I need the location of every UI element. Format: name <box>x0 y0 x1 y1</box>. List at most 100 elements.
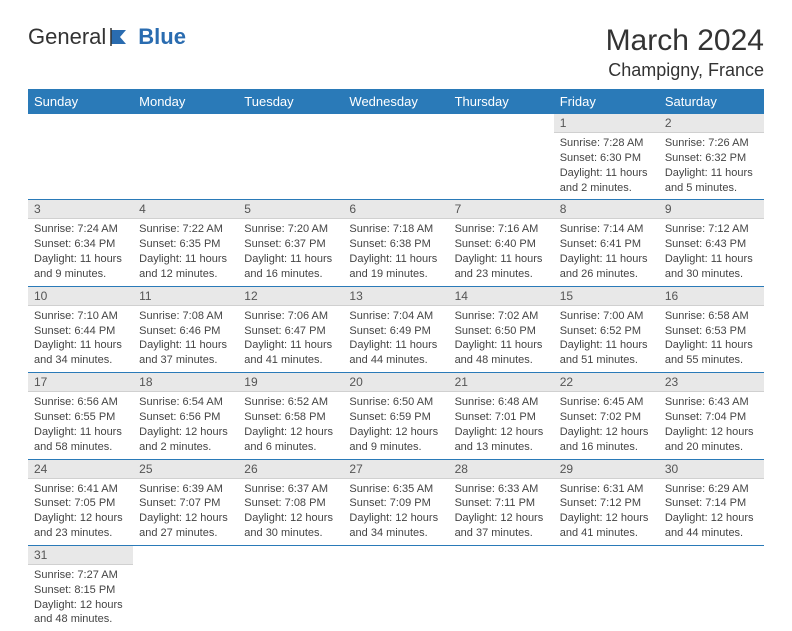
sunset-text: Sunset: 6:30 PM <box>560 151 653 166</box>
weekday-header: Saturday <box>659 89 764 114</box>
sunset-text: Sunset: 6:58 PM <box>244 410 337 425</box>
daylight-text: Daylight: 12 hours and 6 minutes. <box>244 425 337 455</box>
calendar-cell: 16Sunrise: 6:58 AMSunset: 6:53 PMDayligh… <box>659 286 764 372</box>
day-number: 12 <box>238 287 343 306</box>
calendar-table: SundayMondayTuesdayWednesdayThursdayFrid… <box>28 89 764 631</box>
calendar-cell: 31Sunrise: 7:27 AMSunset: 8:15 PMDayligh… <box>28 545 133 631</box>
day-number: 5 <box>238 200 343 219</box>
logo: General Blue <box>28 24 186 50</box>
sunset-text: Sunset: 7:14 PM <box>665 496 758 511</box>
calendar-cell: 9Sunrise: 7:12 AMSunset: 6:43 PMDaylight… <box>659 200 764 286</box>
sunrise-text: Sunrise: 7:18 AM <box>349 222 442 237</box>
sunrise-text: Sunrise: 7:22 AM <box>139 222 232 237</box>
day-number: 20 <box>343 373 448 392</box>
weekday-header: Monday <box>133 89 238 114</box>
calendar-cell: 3Sunrise: 7:24 AMSunset: 6:34 PMDaylight… <box>28 200 133 286</box>
day-info: Sunrise: 7:06 AMSunset: 6:47 PMDaylight:… <box>238 306 343 372</box>
sunrise-text: Sunrise: 6:56 AM <box>34 395 127 410</box>
sunset-text: Sunset: 6:37 PM <box>244 237 337 252</box>
daylight-text: Daylight: 11 hours and 44 minutes. <box>349 338 442 368</box>
sunrise-text: Sunrise: 6:39 AM <box>139 482 232 497</box>
daylight-text: Daylight: 12 hours and 2 minutes. <box>139 425 232 455</box>
calendar-cell <box>133 114 238 200</box>
daylight-text: Daylight: 12 hours and 41 minutes. <box>560 511 653 541</box>
calendar-cell: 8Sunrise: 7:14 AMSunset: 6:41 PMDaylight… <box>554 200 659 286</box>
sunset-text: Sunset: 6:43 PM <box>665 237 758 252</box>
calendar-cell: 28Sunrise: 6:33 AMSunset: 7:11 PMDayligh… <box>449 459 554 545</box>
daylight-text: Daylight: 12 hours and 16 minutes. <box>560 425 653 455</box>
calendar-cell <box>554 545 659 631</box>
day-number: 15 <box>554 287 659 306</box>
day-info: Sunrise: 7:14 AMSunset: 6:41 PMDaylight:… <box>554 219 659 285</box>
weekday-header-row: SundayMondayTuesdayWednesdayThursdayFrid… <box>28 89 764 114</box>
calendar-body: 1Sunrise: 7:28 AMSunset: 6:30 PMDaylight… <box>28 114 764 631</box>
sunset-text: Sunset: 6:38 PM <box>349 237 442 252</box>
sunrise-text: Sunrise: 7:26 AM <box>665 136 758 151</box>
sunset-text: Sunset: 7:11 PM <box>455 496 548 511</box>
day-number: 1 <box>554 114 659 133</box>
sunrise-text: Sunrise: 7:14 AM <box>560 222 653 237</box>
daylight-text: Daylight: 11 hours and 2 minutes. <box>560 166 653 196</box>
calendar-cell <box>449 545 554 631</box>
daylight-text: Daylight: 11 hours and 9 minutes. <box>34 252 127 282</box>
sunrise-text: Sunrise: 6:35 AM <box>349 482 442 497</box>
day-number: 16 <box>659 287 764 306</box>
sunrise-text: Sunrise: 6:37 AM <box>244 482 337 497</box>
sunrise-text: Sunrise: 6:52 AM <box>244 395 337 410</box>
calendar-cell: 7Sunrise: 7:16 AMSunset: 6:40 PMDaylight… <box>449 200 554 286</box>
sunrise-text: Sunrise: 7:27 AM <box>34 568 127 583</box>
daylight-text: Daylight: 11 hours and 26 minutes. <box>560 252 653 282</box>
day-number: 23 <box>659 373 764 392</box>
sunset-text: Sunset: 6:53 PM <box>665 324 758 339</box>
calendar-row: 24 Sunrise: 6:41 AMSunset: 7:05 PM Dayligh… <box>28 459 764 545</box>
sunrise-text: Sunrise: 6:43 AM <box>665 395 758 410</box>
day-number: 19 <box>238 373 343 392</box>
daylight-text: Daylight: 12 hours and 48 minutes. <box>34 598 127 628</box>
daylight-text: Daylight: 12 hours and 30 minutes. <box>244 511 337 541</box>
calendar-cell <box>343 114 448 200</box>
day-info: Sunrise: 6:35 AMSunset: 7:09 PMDaylight:… <box>343 479 448 545</box>
day-info: Sunrise: 6:39 AMSunset: 7:07 PMDaylight:… <box>133 479 238 545</box>
day-info: Sunrise: 7:16 AMSunset: 6:40 PMDaylight:… <box>449 219 554 285</box>
day-info: Sunrise: 6:50 AMSunset: 6:59 PMDaylight:… <box>343 392 448 458</box>
sunset-text: Sunset: 6:49 PM <box>349 324 442 339</box>
sunset-text: Sunset: 7:04 PM <box>665 410 758 425</box>
day-number: 24 <box>28 460 133 479</box>
day-info: Sunrise: 7:28 AMSunset: 6:30 PMDaylight:… <box>554 133 659 199</box>
day-info: Sunrise: 6:37 AMSunset: 7:08 PMDaylight:… <box>238 479 343 545</box>
calendar-cell: 18Sunrise: 6:54 AMSunset: 6:56 PMDayligh… <box>133 373 238 459</box>
calendar-row: 17Sunrise: 6:56 AMSunset: 6:55 PMDayligh… <box>28 373 764 459</box>
sunset-text: Sunset: 6:46 PM <box>139 324 232 339</box>
daylight-text: Daylight: 12 hours and 13 minutes. <box>455 425 548 455</box>
title-block: March 2024 Champigny, France <box>606 24 764 81</box>
calendar-cell: 14Sunrise: 7:02 AMSunset: 6:50 PMDayligh… <box>449 286 554 372</box>
day-number: 25 <box>133 460 238 479</box>
day-info: Sunrise: 6:48 AMSunset: 7:01 PMDaylight:… <box>449 392 554 458</box>
day-info: Sunrise: 7:10 AMSunset: 6:44 PMDaylight:… <box>28 306 133 372</box>
day-info: Sunrise: 6:56 AMSunset: 6:55 PMDaylight:… <box>28 392 133 458</box>
sunrise-text: Sunrise: 7:04 AM <box>349 309 442 324</box>
flag-icon <box>110 28 136 46</box>
day-info: Sunrise: 7:12 AMSunset: 6:43 PMDaylight:… <box>659 219 764 285</box>
calendar-cell: 10Sunrise: 7:10 AMSunset: 6:44 PMDayligh… <box>28 286 133 372</box>
sunrise-text: Sunrise: 7:12 AM <box>665 222 758 237</box>
sunset-text: Sunset: 6:34 PM <box>34 237 127 252</box>
sunset-text: Sunset: 7:05 PM <box>34 496 127 511</box>
calendar-cell: 6Sunrise: 7:18 AMSunset: 6:38 PMDaylight… <box>343 200 448 286</box>
day-number: 29 <box>554 460 659 479</box>
calendar-row: 3Sunrise: 7:24 AMSunset: 6:34 PMDaylight… <box>28 200 764 286</box>
day-info: Sunrise: 7:20 AMSunset: 6:37 PMDaylight:… <box>238 219 343 285</box>
sunset-text: Sunset: 6:44 PM <box>34 324 127 339</box>
calendar-cell: 15Sunrise: 7:00 AMSunset: 6:52 PMDayligh… <box>554 286 659 372</box>
sunrise-text: Sunrise: 6:50 AM <box>349 395 442 410</box>
sunrise-text: Sunrise: 6:41 AM <box>34 482 127 497</box>
weekday-header: Wednesday <box>343 89 448 114</box>
calendar-cell: 25Sunrise: 6:39 AMSunset: 7:07 PMDayligh… <box>133 459 238 545</box>
calendar-cell <box>449 114 554 200</box>
sunset-text: Sunset: 6:40 PM <box>455 237 548 252</box>
month-title: March 2024 <box>606 24 764 58</box>
day-info: Sunrise: 6:54 AMSunset: 6:56 PMDaylight:… <box>133 392 238 458</box>
day-number: 31 <box>28 546 133 565</box>
calendar-cell: 12Sunrise: 7:06 AMSunset: 6:47 PMDayligh… <box>238 286 343 372</box>
sunrise-text: Sunrise: 6:54 AM <box>139 395 232 410</box>
